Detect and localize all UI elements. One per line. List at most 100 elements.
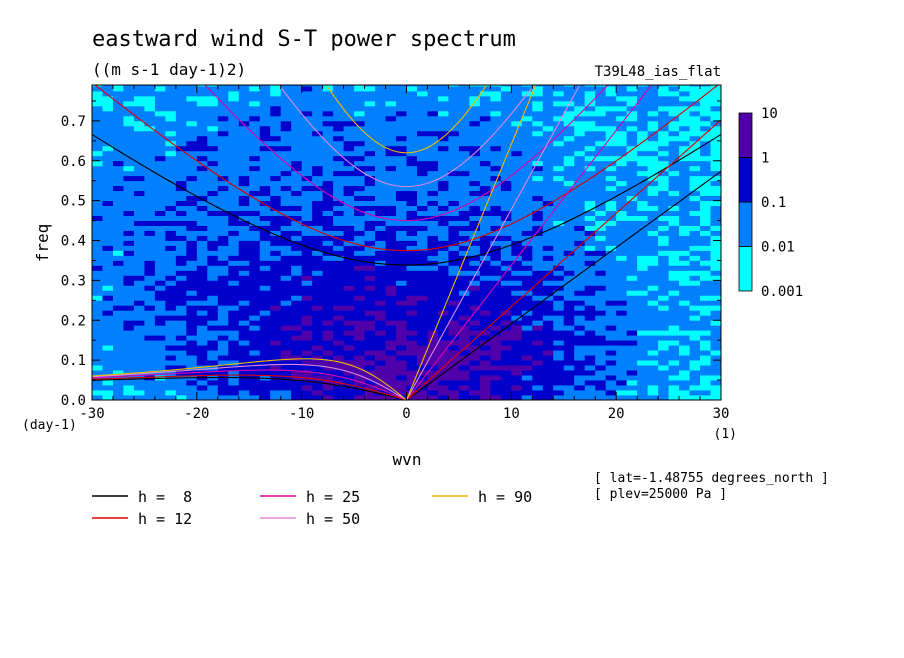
spectrum-cell <box>521 380 533 386</box>
spectrum-cell <box>291 195 303 202</box>
spectrum-cell <box>574 205 586 211</box>
spectrum-cell <box>647 325 659 331</box>
spectrum-cell <box>364 310 376 316</box>
spectrum-cell <box>595 310 607 316</box>
spectrum-cell <box>490 170 502 177</box>
spectrum-cell <box>217 165 229 172</box>
spectrum-cell <box>563 265 575 271</box>
spectrum-cell <box>301 130 313 137</box>
spectrum-cell <box>626 330 638 336</box>
spectrum-cell <box>521 130 533 137</box>
spectrum-cell <box>228 155 240 162</box>
spectrum-cell <box>165 155 177 162</box>
spectrum-cell <box>416 315 428 321</box>
spectrum-cell <box>291 320 303 326</box>
legend-label-h90: h = 90 <box>478 488 532 506</box>
spectrum-cell <box>658 345 669 351</box>
spectrum-cell <box>700 105 711 112</box>
spectrum-cell <box>249 155 261 162</box>
spectrum-cell <box>500 290 512 296</box>
spectrum-cell <box>511 320 523 326</box>
spectrum-cell <box>500 320 512 326</box>
spectrum-cell <box>92 140 103 147</box>
spectrum-cell <box>196 340 208 346</box>
spectrum-cell <box>354 85 365 87</box>
spectrum-cell <box>626 220 638 226</box>
spectrum-cell <box>458 265 470 271</box>
spectrum-cell <box>196 170 208 177</box>
spectrum-cell <box>259 235 271 241</box>
spectrum-cell <box>584 355 596 361</box>
spectrum-cell <box>532 170 544 177</box>
spectrum-cell <box>249 310 261 316</box>
spectrum-cell <box>500 230 512 236</box>
spectrum-cell <box>280 220 292 226</box>
spectrum-cell <box>291 380 303 386</box>
spectrum-cell <box>354 245 365 251</box>
spectrum-cell <box>375 220 386 226</box>
spectrum-cell <box>563 255 575 261</box>
spectrum-cell <box>521 145 533 152</box>
spectrum-cell <box>511 350 523 356</box>
spectrum-cell <box>186 265 198 271</box>
spectrum-cell <box>490 86 502 92</box>
spectrum-cell <box>175 325 187 331</box>
spectrum-cell <box>595 295 607 301</box>
spectrum-cell <box>605 155 617 162</box>
spectrum-cell <box>154 215 166 221</box>
spectrum-cell <box>333 86 344 92</box>
spectrum-cell <box>133 310 145 316</box>
spectrum-cell <box>165 195 177 202</box>
spectrum-cell <box>196 220 208 226</box>
spectrum-cell <box>354 90 365 97</box>
spectrum-cell <box>312 180 324 187</box>
spectrum-cell <box>626 395 638 400</box>
spectrum-cell <box>416 280 428 286</box>
spectrum-cell <box>217 305 229 311</box>
spectrum-cell <box>333 295 344 301</box>
spectrum-cell <box>427 250 439 256</box>
spectrum-cell <box>553 125 565 132</box>
spectrum-cell <box>280 95 292 102</box>
spectrum-cell <box>574 90 586 97</box>
spectrum-cell <box>343 315 355 321</box>
spectrum-cell <box>396 125 407 132</box>
y-axis-title: freq <box>33 224 52 263</box>
spectrum-cell <box>343 205 355 211</box>
spectrum-cell <box>574 390 586 396</box>
spectrum-cell <box>249 215 261 221</box>
spectrum-cell <box>133 90 145 97</box>
spectrum-cell <box>700 145 711 152</box>
spectrum-cell <box>396 300 407 306</box>
spectrum-cell <box>133 185 145 192</box>
spectrum-cell <box>637 85 649 87</box>
spectrum-cell <box>112 310 124 316</box>
spectrum-cell <box>375 320 386 326</box>
spectrum-cell <box>238 235 250 241</box>
spectrum-cell <box>144 310 156 316</box>
spectrum-cell <box>280 395 292 400</box>
spectrum-cell <box>700 185 711 192</box>
spectrum-cell <box>196 390 208 396</box>
colorbar-swatch <box>738 246 753 292</box>
spectrum-cell <box>605 290 617 296</box>
spectrum-cell <box>532 275 544 281</box>
spectrum-cell <box>375 150 386 157</box>
spectrum-cell <box>637 175 649 182</box>
spectrum-cell <box>343 295 355 301</box>
spectrum-cell <box>249 370 261 376</box>
spectrum-cell <box>165 290 177 296</box>
spectrum-cell <box>259 290 271 296</box>
spectrum-cell <box>112 175 124 182</box>
spectrum-cell <box>500 370 512 376</box>
spectrum-cell <box>679 165 690 172</box>
spectrum-cell <box>375 245 386 251</box>
spectrum-cell <box>385 355 397 361</box>
spectrum-cell <box>532 90 544 97</box>
spectrum-cell <box>165 380 177 386</box>
spectrum-cell <box>217 195 229 202</box>
spectrum-cell <box>479 100 491 107</box>
spectrum-cell <box>710 110 721 117</box>
spectrum-cell <box>668 210 680 216</box>
spectrum-cell <box>595 355 607 361</box>
